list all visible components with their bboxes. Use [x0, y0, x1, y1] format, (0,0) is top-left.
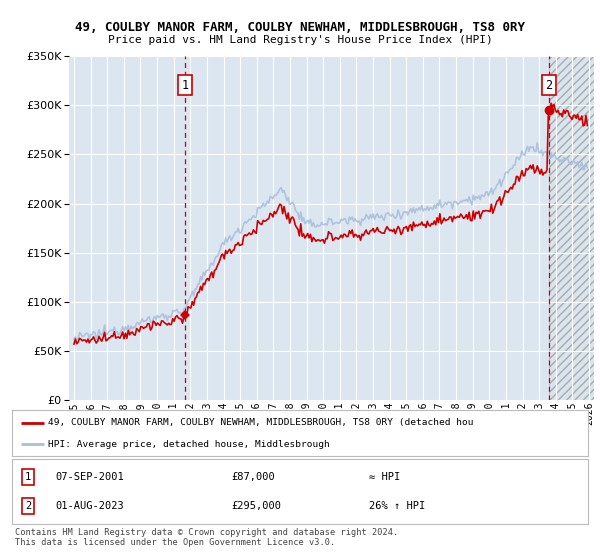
Text: £87,000: £87,000 [231, 472, 275, 482]
Text: 49, COULBY MANOR FARM, COULBY NEWHAM, MIDDLESBROUGH, TS8 0RY (detached hou: 49, COULBY MANOR FARM, COULBY NEWHAM, MI… [48, 418, 473, 427]
Text: Contains HM Land Registry data © Crown copyright and database right 2024.
This d: Contains HM Land Registry data © Crown c… [15, 528, 398, 547]
Text: £295,000: £295,000 [231, 501, 281, 511]
Text: 1: 1 [182, 79, 188, 92]
Bar [549, 56, 600, 400]
Text: 1: 1 [25, 472, 31, 482]
Text: Price paid vs. HM Land Registry's House Price Index (HPI): Price paid vs. HM Land Registry's House … [107, 35, 493, 45]
Text: 2: 2 [25, 501, 31, 511]
Text: 01-AUG-2023: 01-AUG-2023 [55, 501, 124, 511]
Text: 26% ↑ HPI: 26% ↑ HPI [369, 501, 425, 511]
Text: 49, COULBY MANOR FARM, COULBY NEWHAM, MIDDLESBROUGH, TS8 0RY: 49, COULBY MANOR FARM, COULBY NEWHAM, MI… [75, 21, 525, 34]
Text: HPI: Average price, detached house, Middlesbrough: HPI: Average price, detached house, Midd… [48, 440, 329, 449]
Text: ≈ HPI: ≈ HPI [369, 472, 400, 482]
Text: 2: 2 [545, 79, 553, 92]
Text: 07-SEP-2001: 07-SEP-2001 [55, 472, 124, 482]
